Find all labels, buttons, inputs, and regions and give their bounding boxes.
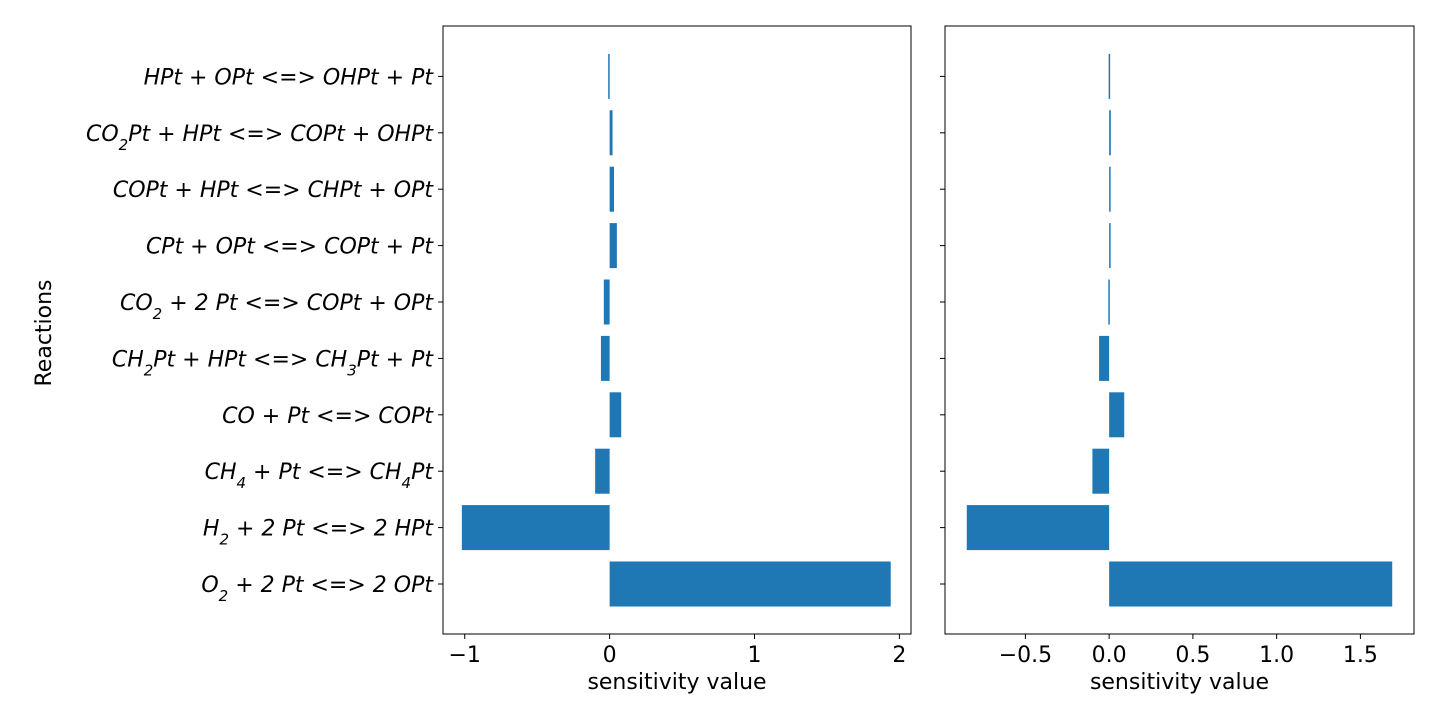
- bar: [1109, 561, 1393, 607]
- bar: [1108, 279, 1110, 325]
- x-tick-label: 1.0: [1259, 643, 1294, 668]
- bar: [966, 505, 1110, 551]
- category-label: O2 + 2 Pt <=> 2 OPt: [201, 573, 434, 605]
- category-label: CO + Pt <=> COPt: [222, 404, 434, 429]
- bar: [609, 166, 614, 212]
- bar: [461, 505, 610, 551]
- bar: [609, 110, 613, 156]
- x-tick-label: 0.5: [1175, 643, 1210, 668]
- bar: [1099, 335, 1110, 381]
- category-label: CPt + OPt <=> COPt + Pt: [146, 235, 434, 260]
- x-tick-label: 0.0: [1092, 643, 1127, 668]
- bar: [1092, 448, 1110, 494]
- category-label: CH4 + Pt <=> CH4Pt: [205, 460, 435, 492]
- x-tick-label: 1: [748, 643, 762, 668]
- bar: [600, 335, 610, 381]
- category-label: CH2Pt + HPt <=> CH3Pt + Pt: [112, 347, 435, 379]
- x-tick-label: 2: [892, 643, 906, 668]
- left-panel: −1 0 1 2 sensitivity value: [438, 25, 912, 695]
- category-label: CO2Pt + HPt <=> COPt + OHPt: [86, 122, 434, 154]
- axes-frame: [944, 25, 1415, 635]
- axes-frame: [442, 25, 912, 635]
- x-axis-label: sensitivity value: [1090, 670, 1269, 695]
- y-axis-label: Reactions: [32, 279, 57, 386]
- x-axis-label: sensitivity value: [587, 670, 766, 695]
- bar: [1109, 166, 1111, 212]
- bar: [609, 561, 891, 607]
- category-label: CO2 + 2 Pt <=> COPt + OPt: [120, 291, 434, 323]
- bar: [1109, 110, 1111, 156]
- x-tick-label: −0.5: [999, 643, 1052, 668]
- category-label: HPt + OPt <=> OHPt + Pt: [144, 65, 435, 90]
- right-panel: −0.5 0.0 0.5 1.0 1.5 sensitivity value: [940, 25, 1415, 695]
- x-tick-label: 0: [603, 643, 617, 668]
- category-label: H2 + 2 Pt <=> 2 HPt: [203, 517, 434, 549]
- x-tick-label: −1: [449, 643, 481, 668]
- bar: [609, 223, 617, 269]
- category-labels: O2 + 2 Pt <=> 2 OPt H2 + 2 Pt <=> 2 HPt CH…: [86, 65, 434, 605]
- bar: [1109, 392, 1125, 438]
- bar: [603, 279, 610, 325]
- x-tick-label: 1.5: [1343, 643, 1378, 668]
- bar: [608, 53, 610, 99]
- bar: [1109, 223, 1111, 269]
- bar: [609, 392, 622, 438]
- bar: [595, 448, 610, 494]
- bar: [1108, 53, 1111, 99]
- category-label: COPt + HPt <=> CHPt + OPt: [113, 178, 435, 203]
